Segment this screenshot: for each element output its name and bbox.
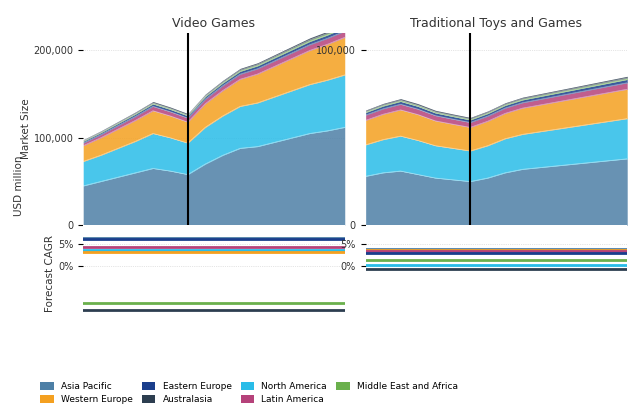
Title: Traditional Toys and Games: Traditional Toys and Games xyxy=(410,17,582,30)
Y-axis label: Market Size: Market Size xyxy=(20,99,31,159)
Text: USD million: USD million xyxy=(14,155,24,215)
Legend: Asia Pacific, Western Europe, Eastern Europe, Australasia, North America, Latin : Asia Pacific, Western Europe, Eastern Eu… xyxy=(36,378,461,407)
Title: Video Games: Video Games xyxy=(172,17,255,30)
Y-axis label: Forecast CAGR: Forecast CAGR xyxy=(45,235,55,312)
